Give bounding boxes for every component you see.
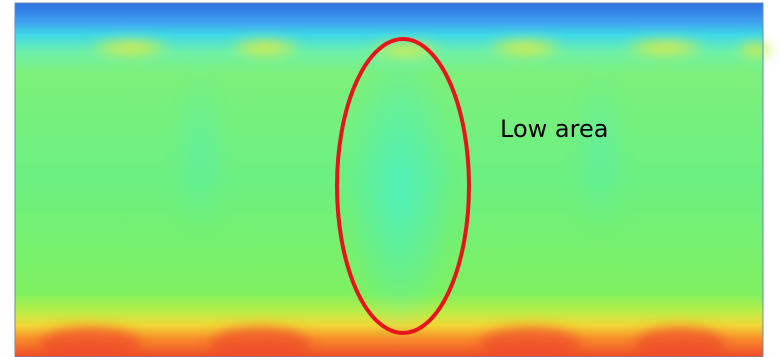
heatmap-border — [14, 2, 764, 357]
heatmap-texture — [40, 38, 775, 357]
annotation-label: Low area — [500, 115, 608, 143]
heatmap — [14, 2, 775, 357]
highlight-ellipse — [335, 37, 471, 335]
